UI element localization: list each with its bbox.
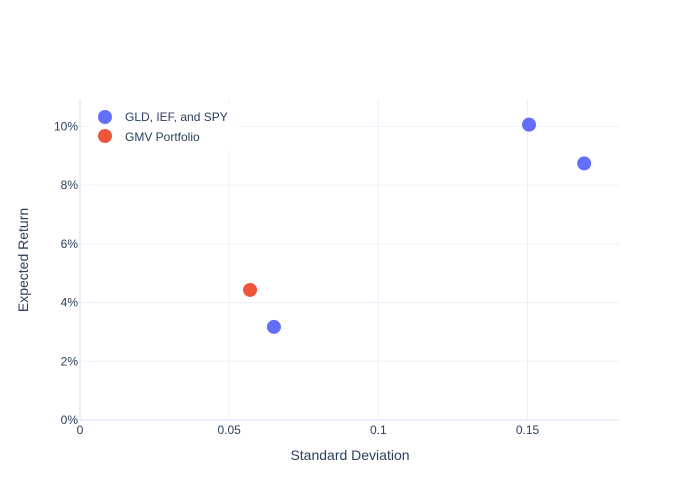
data-point-series-0-1: [522, 117, 537, 132]
data-point-series-0-0: [266, 319, 281, 334]
legend-background: [90, 104, 238, 150]
data-point-series-0-2: [577, 156, 592, 171]
y-tick-labels: 0% 2% 4% 6% 8% 10%: [54, 119, 78, 427]
x-gridlines: [228, 100, 529, 420]
x-tick-labels: 0 0.05 0.1 0.15: [77, 423, 540, 437]
y-tick-label: 0%: [61, 413, 79, 427]
y-tick-label: 6%: [61, 237, 79, 251]
data-point-series-1-0: [243, 282, 258, 297]
x-tick-label: 0.1: [370, 423, 387, 437]
x-tick-label: 0.05: [217, 423, 241, 437]
y-tick-label: 8%: [61, 178, 79, 192]
x-tick-label: 0: [77, 423, 84, 437]
legend-label-gld-ief-spy: GLD, IEF, and SPY: [125, 110, 228, 124]
y-gridlines: [80, 125, 620, 362]
legend: GLD, IEF, and SPY GMV Portfolio: [90, 104, 238, 150]
y-tick-label: 4%: [61, 296, 79, 310]
data-points: [243, 117, 592, 334]
x-tick-label: 0.15: [516, 423, 540, 437]
y-tick-label: 2%: [61, 354, 79, 368]
plot-background: [80, 100, 620, 420]
legend-marker-gld-ief-spy: [98, 110, 112, 124]
legend-marker-gmv-portfolio: [98, 129, 112, 143]
y-axis-title: Expected Return: [15, 208, 31, 312]
legend-label-gmv-portfolio: GMV Portfolio: [125, 130, 200, 144]
y-tick-label: 10%: [54, 119, 78, 133]
x-axis-title: Standard Deviation: [290, 447, 409, 463]
